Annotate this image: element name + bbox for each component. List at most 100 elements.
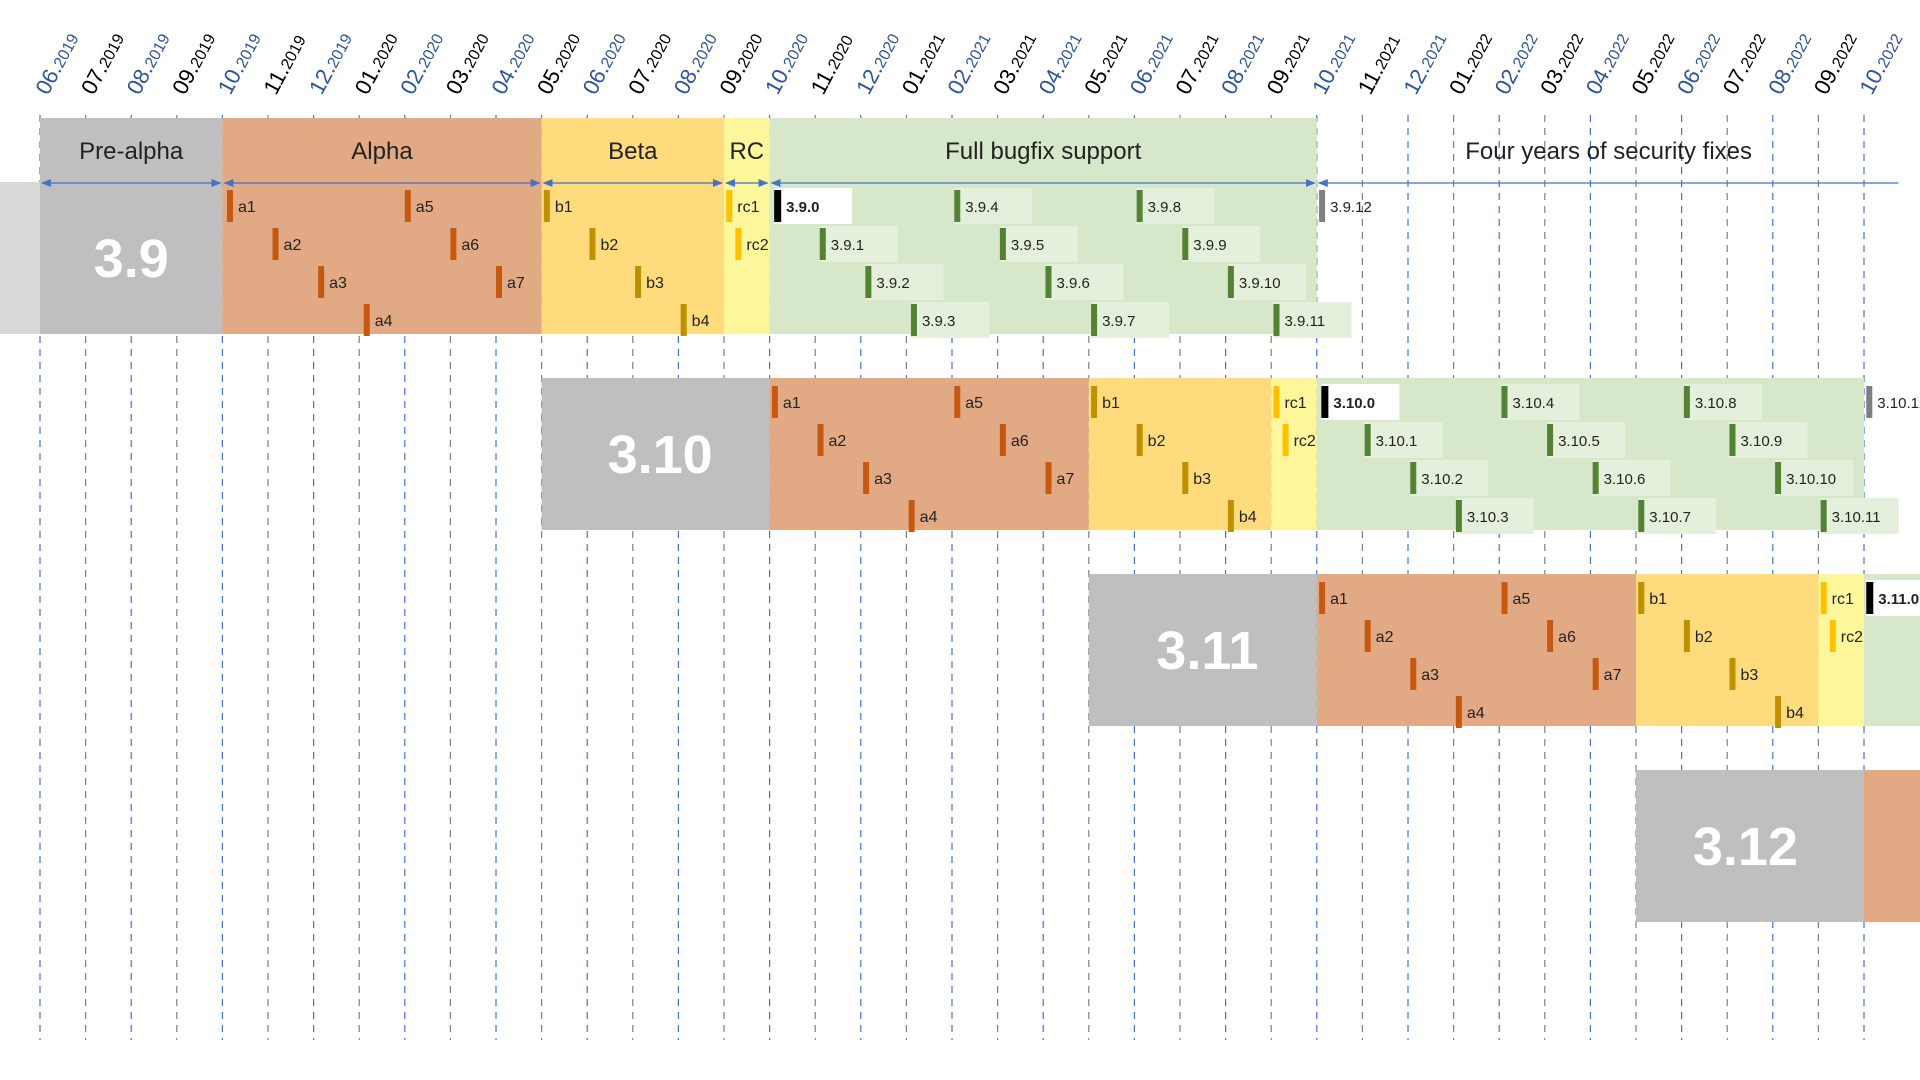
phase-header-band [541,118,724,184]
release-label: b1 [1102,395,1120,412]
release-marker [1273,304,1280,336]
release-label: 3.9.4 [965,199,998,216]
release-label: b2 [1695,629,1713,646]
release-label: a7 [1604,667,1622,684]
release-label: 3.9.6 [1056,275,1089,292]
month-label-year: 2022 [1875,31,1907,70]
release-label: b4 [692,313,710,330]
version-phase-band [1088,574,1317,726]
month-label: 10.2019 [213,28,266,98]
version-phase-band [1636,574,1819,726]
month-label: 11.2019 [258,30,310,99]
release-marker [1455,696,1462,728]
release-marker [404,190,411,222]
release-label-bg [1547,422,1626,458]
month-label-year: 2019 [233,31,265,70]
release-label: a1 [238,199,256,216]
release-marker [589,228,596,260]
release-label: 3.9.3 [922,313,955,330]
release-label-bg [1501,384,1580,420]
month-label-year: 2021 [1282,31,1314,70]
month-label-year: 2020 [689,31,721,70]
release-label: 3.9.0 [786,199,819,216]
month-label-year: 2019 [51,31,83,70]
release-marker [1547,620,1554,652]
month-label-year: 2020 [507,31,539,70]
month-label-year: 2020 [461,31,493,70]
release-marker [1455,500,1462,532]
release-marker [1683,386,1690,418]
release-label: 3.10.7 [1649,509,1691,526]
version-phase-band [1864,770,1920,922]
month-label-year: 2022 [1829,31,1861,70]
month-label-year: 2020 [735,31,767,70]
release-marker [908,500,915,532]
month-label: 02.2022 [1490,28,1543,98]
release-marker [1364,424,1371,456]
release-marker [635,266,642,298]
release-label: a7 [507,275,525,292]
release-marker [774,190,782,222]
release-label: 3.9.5 [1011,237,1044,254]
release-marker [450,228,457,260]
month-label-year: 2020 [872,31,904,70]
release-label: b1 [555,199,573,216]
month-label-year: 2021 [1419,31,1451,70]
release-marker [1045,266,1052,298]
release-marker [1091,304,1098,336]
release-label-bg [1820,498,1899,534]
month-label-year: 2022 [1692,31,1724,70]
release-marker [543,190,550,222]
month-label: 07.2022 [1718,28,1771,98]
release-marker [1282,424,1289,456]
release-label: 3.10.10 [1786,471,1836,488]
release-marker [1182,228,1189,260]
release-label-bg [1182,226,1261,262]
month-label-year: 2022 [1647,31,1679,70]
release-label: 3.10.3 [1467,509,1509,526]
release-marker [1091,386,1098,418]
release-label: a4 [375,313,393,330]
month-label-year: 2021 [1054,31,1086,70]
release-label: rc2 [746,237,768,254]
release-marker [1227,500,1234,532]
month-label: 06.2019 [30,28,83,98]
release-label: 3.10.12 [1877,395,1920,412]
version-phase-band [40,182,223,334]
release-marker [999,228,1006,260]
month-label-year: 2019 [96,31,128,70]
release-label: 3.10.11 [1832,509,1881,526]
release-label: b3 [1740,667,1758,684]
month-label-year: 2020 [598,31,630,70]
month-label: 05.2022 [1626,28,1679,98]
month-label: 02.2021 [942,28,995,98]
month-label-year: 2020 [644,31,676,70]
release-label: rc1 [737,199,759,216]
release-label: 3.9.1 [831,237,864,254]
release-label-bg [1227,264,1306,300]
release-label: a6 [461,237,479,254]
month-label: 02.2020 [395,28,448,98]
release-label: a4 [1467,705,1485,722]
release-label: 3.10.0 [1333,395,1375,412]
release-label: 3.9.10 [1239,275,1281,292]
release-label: b2 [1148,433,1166,450]
release-marker [318,266,325,298]
release-label: b3 [1193,471,1211,488]
month-label: 03.2020 [441,28,494,98]
release-marker [680,304,687,336]
release-label-bg [1638,498,1717,534]
release-label: a2 [1376,629,1394,646]
release-label-bg [910,302,989,338]
release-marker [1410,462,1417,494]
month-label: 08.2020 [669,28,722,98]
release-marker [1319,582,1326,614]
release-label: rc1 [1832,591,1854,608]
release-marker [1866,386,1873,418]
release-label-bg [1410,460,1489,496]
month-label: 01.2021 [897,28,950,98]
month-label-year: 2022 [1556,31,1588,70]
month-label: 07.2019 [76,28,129,98]
release-label: b4 [1786,705,1804,722]
